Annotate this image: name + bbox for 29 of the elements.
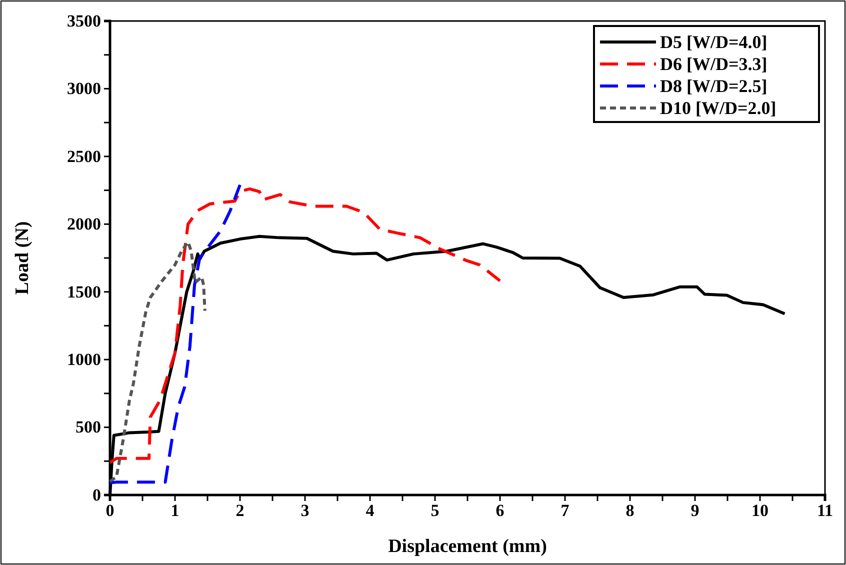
x-tick-label: 8 — [626, 501, 634, 520]
y-tick-label: 3500 — [67, 11, 101, 30]
y-tick-label: 1000 — [67, 350, 101, 370]
x-tick-label: 9 — [690, 501, 700, 520]
x-tick-label: 10 — [752, 501, 768, 520]
x-tick-label: 3 — [300, 501, 310, 520]
line-series — [108, 183, 242, 484]
y-tick-label: 3000 — [67, 79, 101, 98]
y-tick-label: 0 — [92, 485, 101, 504]
legend-label: D10 [W/D=2.0] — [660, 98, 776, 118]
x-tick-label: 2 — [236, 501, 244, 520]
line-series — [108, 187, 502, 464]
x-tick-label: 11 — [816, 501, 834, 520]
x-tick-label: 5 — [430, 501, 440, 520]
x-axis-title: Displacement (mm) — [388, 536, 547, 557]
x-tick-label: 1 — [170, 501, 180, 520]
y-axis-title: Load (N) — [12, 221, 33, 295]
y-tick-label: 1500 — [67, 282, 101, 302]
y-tick-label: 2000 — [67, 214, 101, 234]
x-tick-label: 6 — [496, 501, 504, 520]
y-tick-label: 500 — [76, 418, 101, 437]
line-series — [108, 240, 206, 483]
x-tick-label: 4 — [366, 501, 375, 520]
y-tick-label: 2500 — [67, 146, 101, 166]
legend-label: D5 [W/D=4.0] — [660, 32, 768, 52]
legend-label: D6 [W/D=3.3] — [660, 54, 768, 74]
legend-label: D8 [W/D=2.5] — [660, 76, 768, 96]
x-tick-label: 0 — [106, 501, 114, 520]
x-tick-label: 7 — [560, 501, 570, 520]
